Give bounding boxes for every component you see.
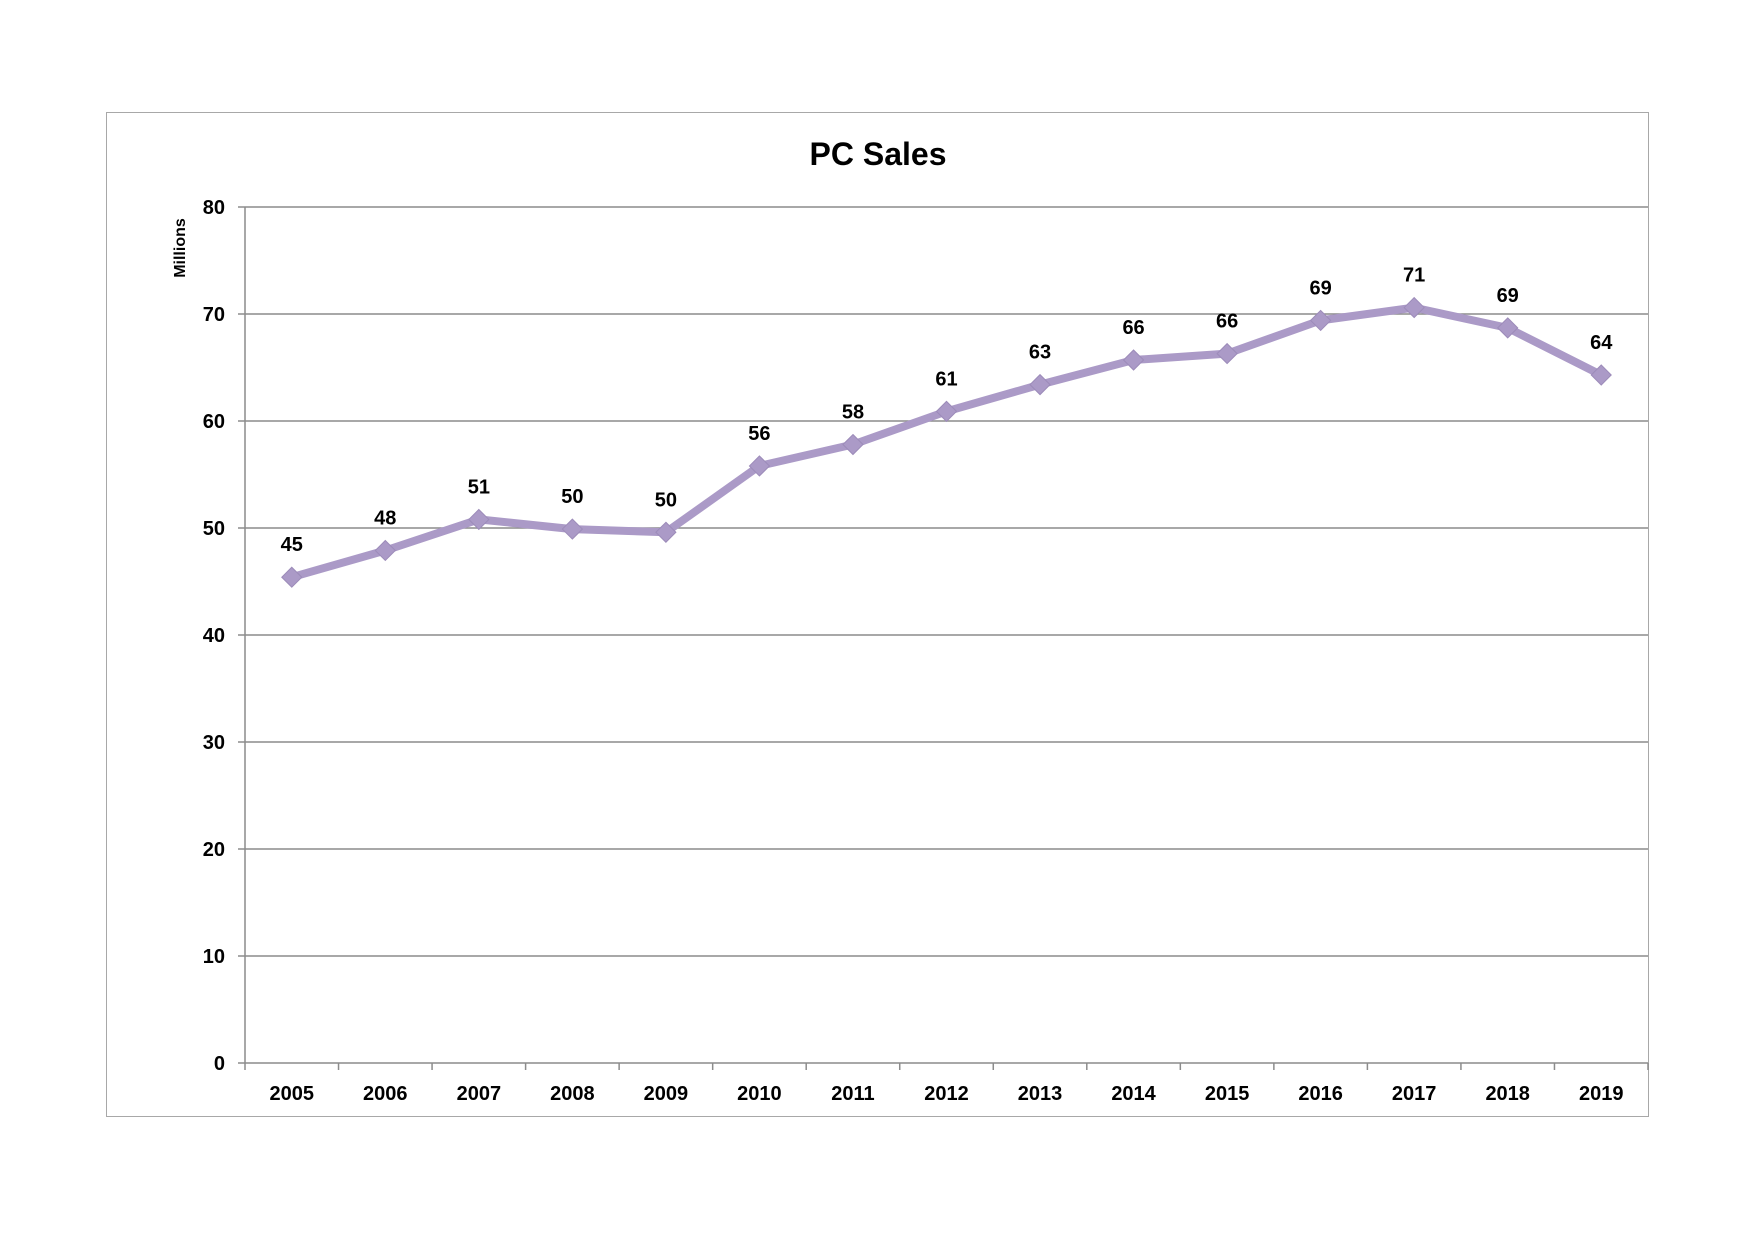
x-tick-label: 2006 — [363, 1083, 408, 1105]
data-point-marker — [748, 455, 771, 477]
y-tick-label: 60 — [203, 411, 225, 433]
data-point-marker — [1216, 342, 1238, 365]
y-tick-label: 30 — [203, 732, 225, 754]
x-tick-label: 2010 — [737, 1083, 782, 1105]
x-tick-label: 2018 — [1485, 1083, 1530, 1105]
y-tick-label: 20 — [203, 839, 225, 861]
data-label: 66 — [1122, 317, 1144, 339]
data-point-marker — [935, 400, 958, 423]
data-point-marker — [374, 539, 397, 562]
grid-lines — [238, 206, 1648, 1064]
data-label: 69 — [1497, 285, 1519, 307]
data-point-marker — [1029, 373, 1051, 396]
data-label: 58 — [842, 402, 864, 424]
x-tick-label: 2009 — [644, 1083, 689, 1105]
data-point-marker — [561, 518, 584, 540]
data-point-marker — [1496, 317, 1519, 339]
x-tick-label: 2015 — [1205, 1083, 1250, 1105]
data-labels: 45 48 51 50 50 56 58 61 63 66 66 69 71 69 64 — [281, 265, 1614, 557]
data-point-marker — [842, 433, 864, 456]
x-tick-label: 2014 — [1111, 1083, 1156, 1105]
data-label: 56 — [748, 423, 770, 445]
axes — [244, 207, 1649, 1070]
y-tick-label: 50 — [203, 518, 225, 540]
data-label: 45 — [281, 534, 303, 556]
data-point-marker — [655, 521, 677, 543]
x-tick-label: 2011 — [831, 1083, 874, 1105]
x-tick-label: 2013 — [1018, 1083, 1063, 1105]
data-point-marker — [281, 566, 303, 588]
y-axis-label: Millions — [172, 218, 189, 278]
chart-title: PC Sales — [810, 136, 947, 172]
data-point-marker — [1403, 296, 1425, 319]
data-label: 64 — [1590, 332, 1613, 354]
line-chart: PC Sales Millions 0 10 20 30 40 50 60 70 80 2005… — [172, 136, 1649, 1105]
data-label: 66 — [1216, 311, 1238, 333]
data-point-marker — [1122, 349, 1145, 371]
y-tick-label: 0 — [214, 1053, 225, 1075]
series-line — [287, 303, 1606, 582]
data-label: 61 — [935, 368, 957, 390]
data-point-marker — [468, 508, 490, 531]
y-axis-ticks: 0 10 20 30 40 50 60 70 80 — [203, 197, 225, 1075]
x-tick-label: 2008 — [550, 1083, 595, 1105]
data-label: 50 — [561, 486, 583, 508]
x-axis-ticks: 2005 2006 2007 2008 2009 2010 2011 2012 2013 2014… — [270, 1083, 1624, 1105]
x-tick-label: 2005 — [270, 1083, 315, 1105]
data-label: 50 — [655, 489, 677, 511]
y-tick-label: 70 — [203, 304, 225, 326]
data-point-marker — [1309, 309, 1332, 332]
y-tick-label: 80 — [203, 197, 225, 219]
x-tick-label: 2017 — [1392, 1083, 1437, 1105]
data-label: 71 — [1403, 265, 1425, 287]
data-label: 48 — [374, 507, 396, 529]
data-label: 51 — [468, 476, 490, 498]
x-tick-label: 2016 — [1298, 1083, 1343, 1105]
data-label: 69 — [1310, 277, 1332, 299]
y-tick-label: 10 — [203, 946, 225, 968]
y-tick-label: 40 — [203, 625, 225, 647]
x-tick-label: 2012 — [924, 1083, 969, 1105]
x-tick-label: 2019 — [1579, 1083, 1624, 1105]
data-point-marker — [1590, 364, 1612, 386]
data-label: 63 — [1029, 342, 1051, 364]
x-tick-label: 2007 — [457, 1083, 502, 1105]
series-layer — [281, 296, 1612, 588]
chart-frame: PC Sales Millions 0 10 20 30 40 50 60 70 80 2005… — [106, 112, 1649, 1117]
